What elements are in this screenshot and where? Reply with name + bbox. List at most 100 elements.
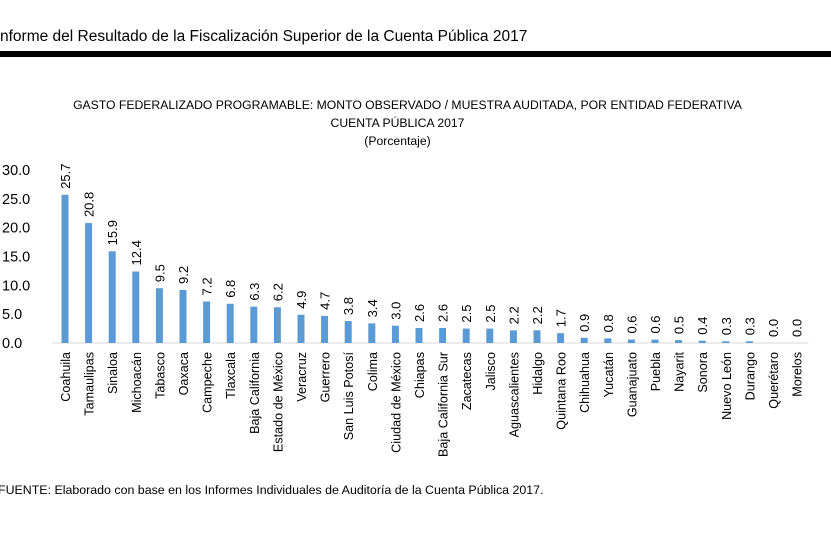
bar: [297, 314, 305, 343]
category-label: Coahuila: [59, 352, 73, 402]
data-label: 9.5: [152, 264, 167, 282]
category-label: Chiapas: [413, 352, 427, 398]
category-label: San Luis Potosí: [342, 352, 356, 441]
header-rule: [0, 51, 831, 57]
data-label: 0.6: [648, 315, 663, 333]
bar: [226, 303, 234, 343]
bar: [155, 288, 163, 343]
bar: [368, 323, 376, 343]
data-label: 2.2: [530, 306, 545, 324]
category-label: Campeche: [201, 352, 215, 413]
category-label: Sonora: [696, 352, 710, 393]
bar: [179, 289, 187, 343]
category-label: Colima: [366, 352, 380, 391]
bar: [439, 328, 447, 343]
category-label: Michoacán: [130, 352, 144, 413]
bar: [722, 341, 730, 343]
bar-chart: 0.0 5.0 10.0 15.0 20.0 25.0 30.0 25.7 Coahuila 20…: [2, 163, 809, 457]
bar: [651, 339, 659, 343]
data-label: 0.3: [742, 317, 757, 335]
category-label: Hidalgo: [531, 352, 545, 395]
data-label: 0.9: [577, 314, 592, 332]
y-tick-label: 30.0: [2, 163, 30, 179]
data-label: 15.9: [105, 220, 120, 245]
bar: [675, 340, 683, 343]
data-label: 4.7: [318, 292, 333, 310]
data-label: 0.3: [719, 317, 734, 335]
bar: [604, 338, 612, 343]
chart-unit-label: (Porcentaje): [364, 134, 431, 148]
chart-title: GASTO FEDERALIZADO PROGRAMABLE: MONTO OB…: [73, 98, 742, 112]
y-tick-label: 5.0: [2, 307, 22, 323]
bar: [533, 330, 541, 343]
data-label: 0.4: [695, 317, 710, 335]
category-label: Baja California: [248, 352, 262, 434]
category-label: Puebla: [649, 352, 663, 391]
bar: [108, 251, 116, 343]
category-label: Chihuahua: [578, 352, 592, 413]
bar: [85, 223, 93, 343]
data-label: 2.6: [436, 304, 451, 322]
data-label: 3.0: [388, 302, 403, 320]
data-label: 0.0: [790, 319, 805, 337]
data-label: 0.6: [624, 315, 639, 333]
bar: [557, 333, 565, 343]
y-tick-label: 20.0: [2, 221, 30, 237]
category-label: Guerrero: [319, 352, 333, 402]
bar: [250, 306, 258, 343]
category-label: Aguascalientes: [507, 352, 521, 437]
chart-subtitle: CUENTA PÚBLICA 2017: [330, 116, 465, 130]
category-label: Quintana Roo: [555, 352, 569, 430]
category-label: Oaxaca: [177, 352, 191, 395]
bar: [273, 307, 281, 343]
bar: [698, 340, 706, 343]
category-label: Baja California Sur: [437, 352, 451, 457]
bar: [509, 330, 517, 343]
bar: [462, 328, 470, 343]
data-label: 9.2: [176, 266, 191, 284]
category-label: Tabasco: [153, 352, 167, 399]
bar: [132, 271, 140, 343]
data-label: 4.9: [294, 291, 309, 309]
category-label: Tlaxcala: [224, 352, 238, 399]
bar: [745, 341, 753, 343]
bar: [486, 328, 494, 343]
category-label: Jalisco: [484, 352, 498, 391]
bar: [61, 194, 69, 343]
bar: [580, 337, 588, 343]
bar: [391, 325, 399, 343]
category-label: Guanajuato: [625, 352, 639, 417]
category-label: Querétaro: [767, 352, 781, 409]
category-label: Ciudad de México: [389, 352, 403, 453]
data-label: 25.7: [58, 163, 73, 188]
bar: [627, 339, 635, 343]
category-label: Sinaloa: [106, 352, 120, 394]
data-label: 2.5: [483, 305, 498, 323]
data-label: 2.6: [412, 304, 427, 322]
category-label: Nuevo León: [720, 352, 734, 420]
bar: [321, 315, 329, 343]
y-tick-label: 15.0: [2, 250, 30, 266]
data-label: 20.8: [82, 192, 97, 217]
y-tick-label: 0.0: [2, 336, 22, 352]
data-label: 12.4: [129, 240, 144, 265]
data-label: 6.8: [223, 280, 238, 298]
y-tick-label: 10.0: [2, 278, 30, 294]
chart-title-block: GASTO FEDERALIZADO PROGRAMABLE: MONTO OB…: [0, 96, 831, 150]
data-label: 2.2: [506, 306, 521, 324]
bar: [203, 301, 211, 343]
category-label: Tamaulipas: [83, 352, 97, 416]
document-header: nforme del Resultado de la Fiscalización…: [0, 28, 528, 45]
data-label: 3.8: [341, 297, 356, 315]
category-label: Zacatecas: [460, 352, 474, 410]
y-tick-label: 25.0: [2, 192, 30, 208]
bar: [344, 321, 352, 343]
data-label: 0.8: [601, 314, 616, 332]
data-label: 0.5: [672, 316, 687, 334]
data-label: 3.4: [365, 299, 380, 317]
data-label: 6.3: [247, 283, 262, 301]
data-label: 1.7: [554, 309, 569, 327]
data-label: 0.0: [766, 319, 781, 337]
category-label: Veracruz: [295, 352, 309, 402]
category-label: Morelos: [791, 352, 805, 397]
